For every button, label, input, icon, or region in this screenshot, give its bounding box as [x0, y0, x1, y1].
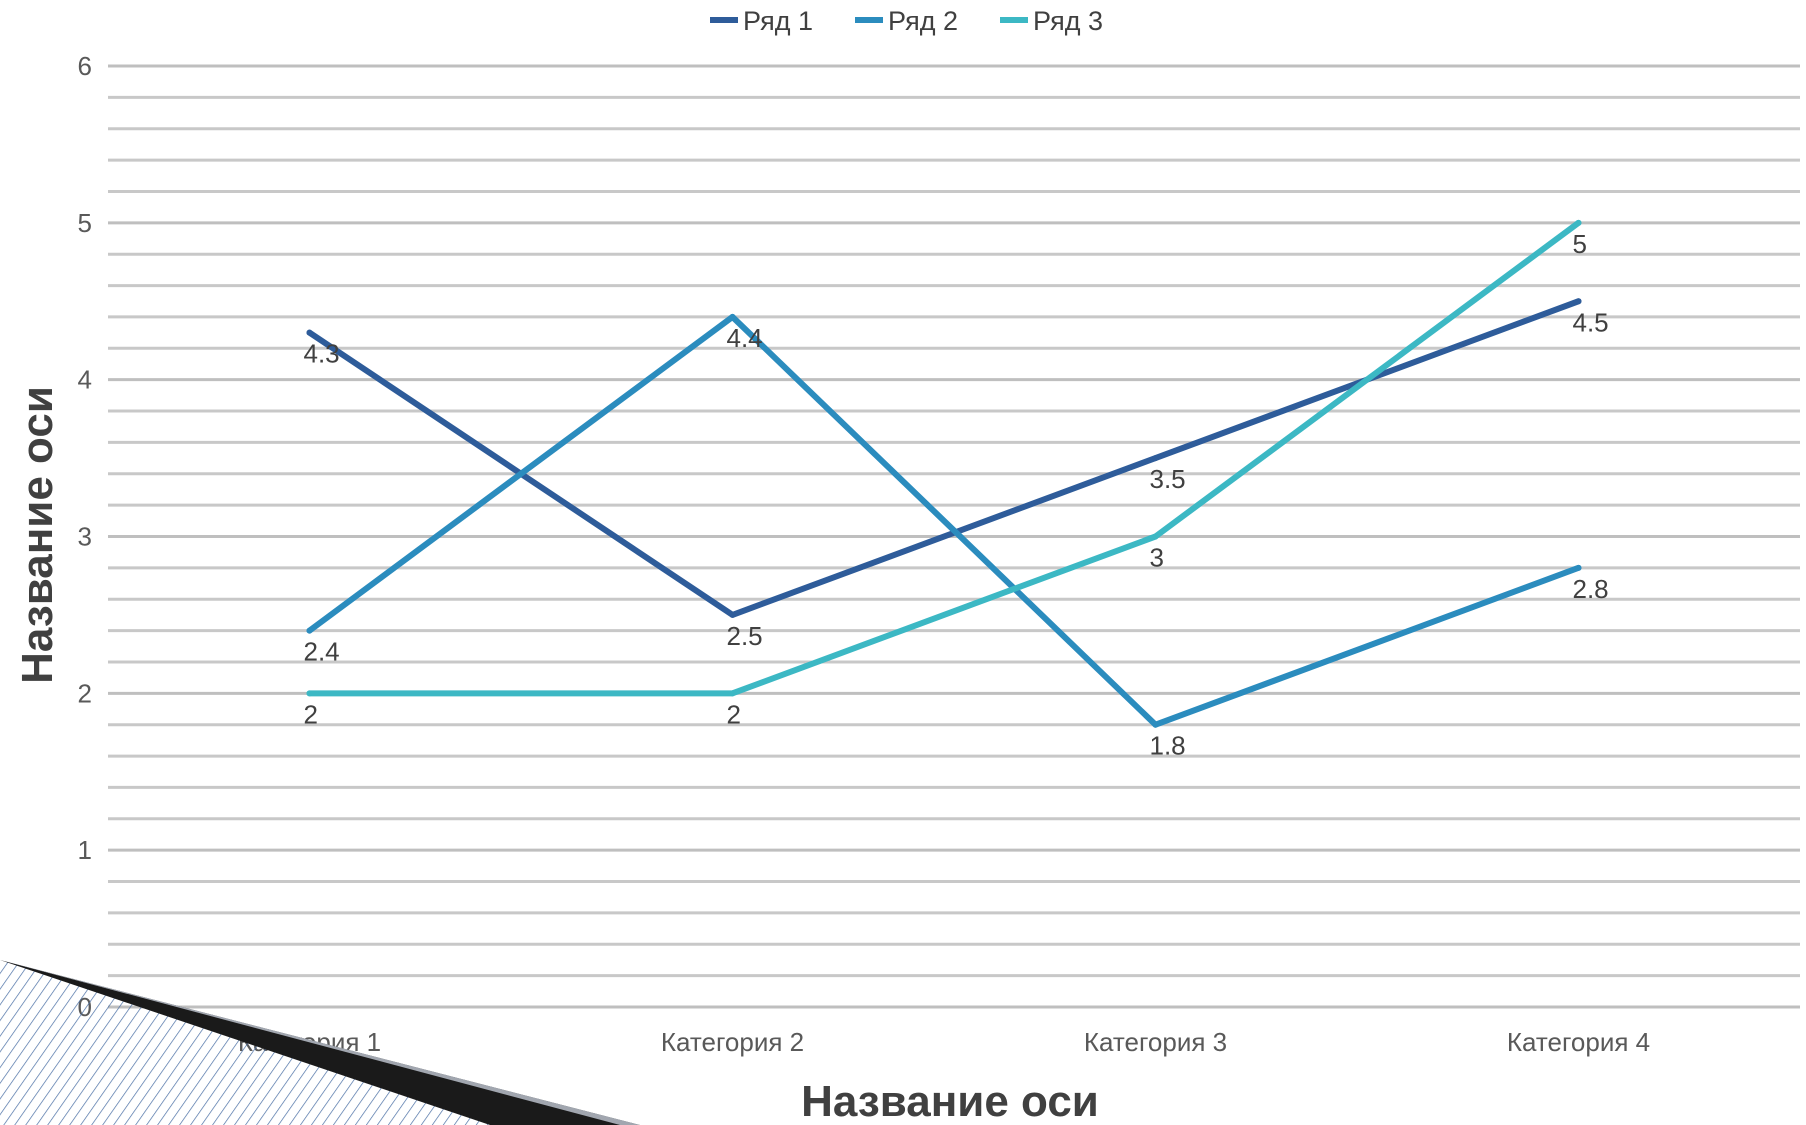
data-point — [729, 611, 736, 618]
data-label: 4.5 — [1573, 307, 1609, 337]
y-tick-label: 2 — [78, 678, 92, 708]
data-point — [306, 690, 313, 697]
data-label: 4.3 — [304, 339, 340, 369]
legend-entry: Ряд 2 — [888, 6, 958, 36]
legend: Ряд 1 Ряд 2 Ряд 3 — [710, 6, 1103, 36]
x-tick-label: Категория 4 — [1507, 1027, 1650, 1057]
series-lines — [306, 219, 1582, 728]
data-label: 2 — [304, 699, 318, 729]
x-tick-label: Категория 3 — [1084, 1027, 1227, 1057]
data-label: 3 — [1150, 543, 1164, 573]
corner-wedge-highlight — [0, 960, 640, 1125]
data-label: 4.4 — [727, 323, 763, 353]
data-label: 1.8 — [1150, 731, 1186, 761]
data-label: 2 — [727, 699, 741, 729]
legend-entry: Ряд 1 — [743, 6, 813, 36]
data-point — [1152, 533, 1159, 540]
series-line-3 — [306, 219, 1582, 697]
y-tick-label: 4 — [78, 365, 92, 395]
data-labels: 4.3 2.5 3.5 4.5 2.4 4.4 1.8 2.8 2 2 3 5 — [304, 229, 1609, 761]
legend-entry: Ряд 3 — [1033, 6, 1103, 36]
data-point — [729, 313, 736, 320]
data-label: 5 — [1573, 229, 1587, 259]
data-point — [306, 329, 313, 336]
y-tick-label: 5 — [78, 208, 92, 238]
y-axis-ticks: 0123456 — [78, 51, 92, 1022]
data-point — [1575, 564, 1582, 571]
data-label: 3.5 — [1150, 464, 1186, 494]
y-axis-title: Название оси — [13, 386, 62, 684]
y-tick-label: 6 — [78, 51, 92, 81]
y-tick-label: 3 — [78, 522, 92, 552]
gridlines — [108, 64, 1800, 1009]
data-point — [1575, 219, 1582, 226]
x-tick-label: Категория 2 — [661, 1027, 804, 1057]
data-point — [1575, 298, 1582, 305]
y-tick-label: 1 — [78, 835, 92, 865]
slide-corner-decoration — [0, 960, 640, 1125]
data-label: 2.5 — [727, 621, 763, 651]
data-point — [729, 690, 736, 697]
data-label: 2.8 — [1573, 574, 1609, 604]
data-point — [1152, 721, 1159, 728]
data-point — [306, 627, 313, 634]
data-point — [1152, 455, 1159, 462]
data-label: 2.4 — [304, 637, 340, 667]
x-axis-title: Название оси — [801, 1077, 1099, 1125]
series-line-2 — [306, 313, 1582, 728]
